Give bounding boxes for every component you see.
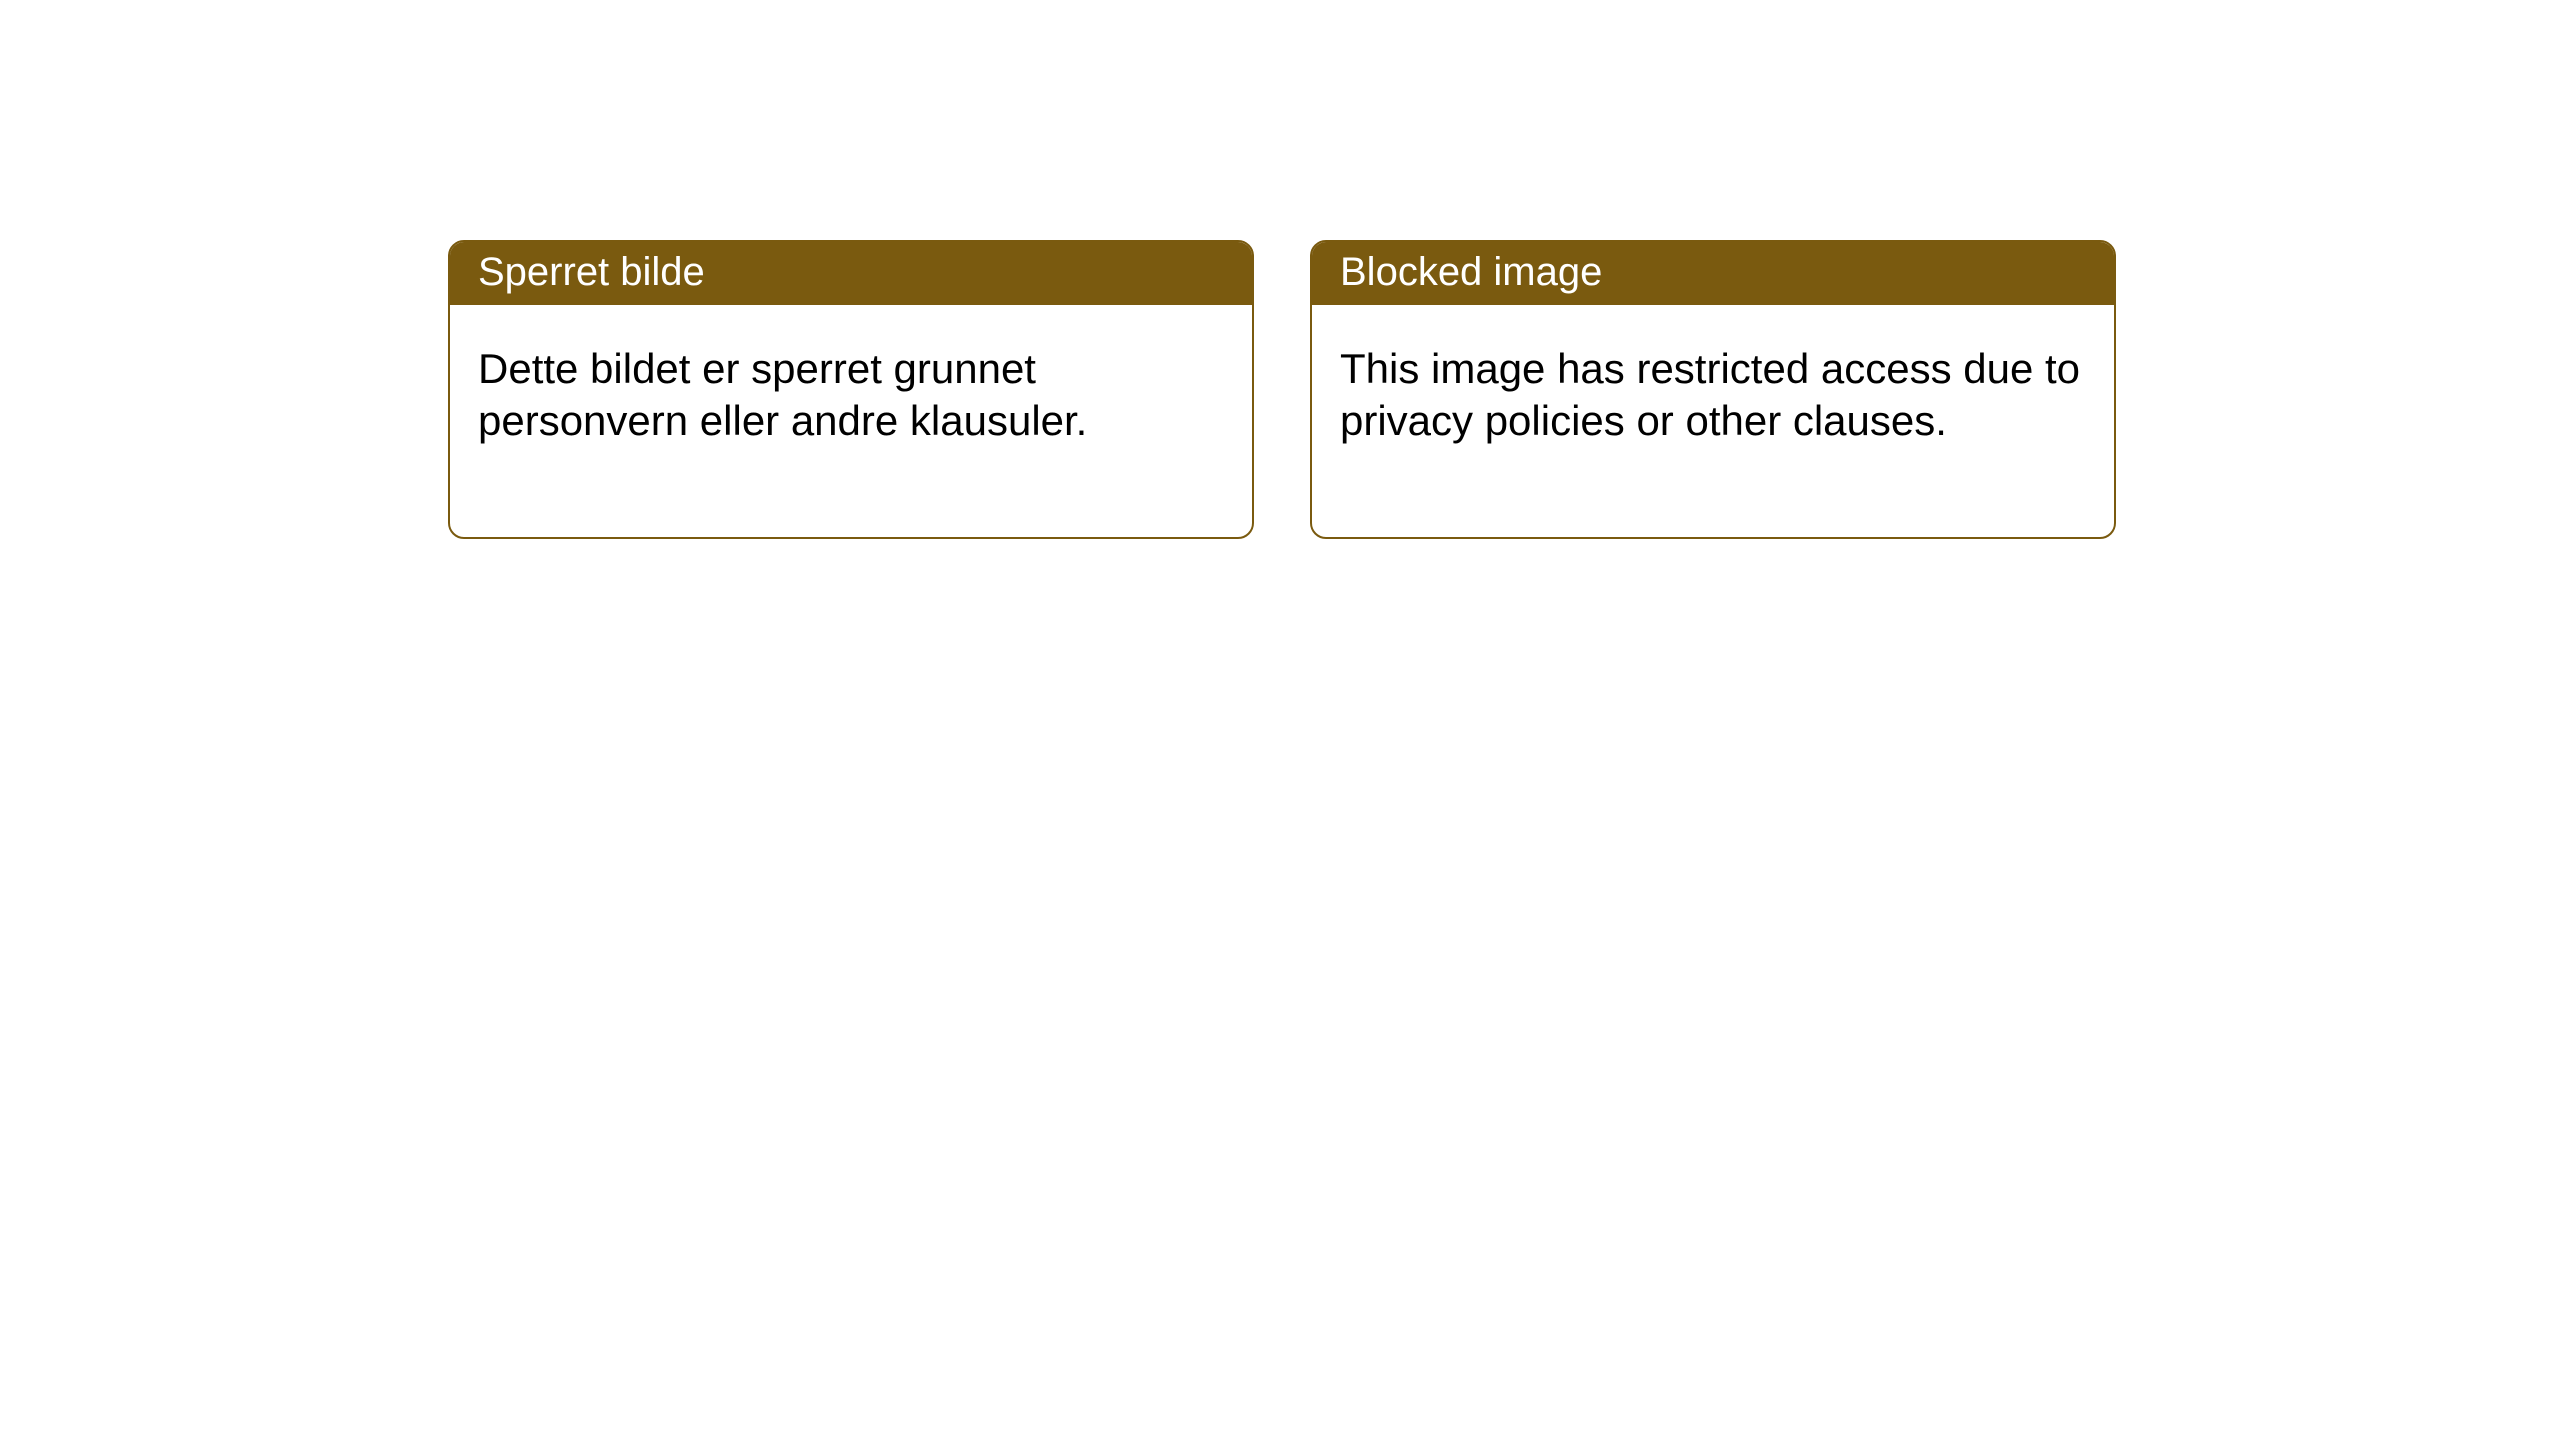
notice-container: Sperret bilde Dette bildet er sperret gr… <box>0 0 2560 539</box>
card-body-text: This image has restricted access due to … <box>1340 345 2080 444</box>
card-body-text: Dette bildet er sperret grunnet personve… <box>478 345 1087 444</box>
card-header: Blocked image <box>1312 242 2114 305</box>
card-title: Sperret bilde <box>478 250 705 294</box>
notice-card-norwegian: Sperret bilde Dette bildet er sperret gr… <box>448 240 1254 539</box>
card-title: Blocked image <box>1340 250 1602 294</box>
card-body: This image has restricted access due to … <box>1312 305 2114 537</box>
card-body: Dette bildet er sperret grunnet personve… <box>450 305 1252 537</box>
card-header: Sperret bilde <box>450 242 1252 305</box>
notice-card-english: Blocked image This image has restricted … <box>1310 240 2116 539</box>
